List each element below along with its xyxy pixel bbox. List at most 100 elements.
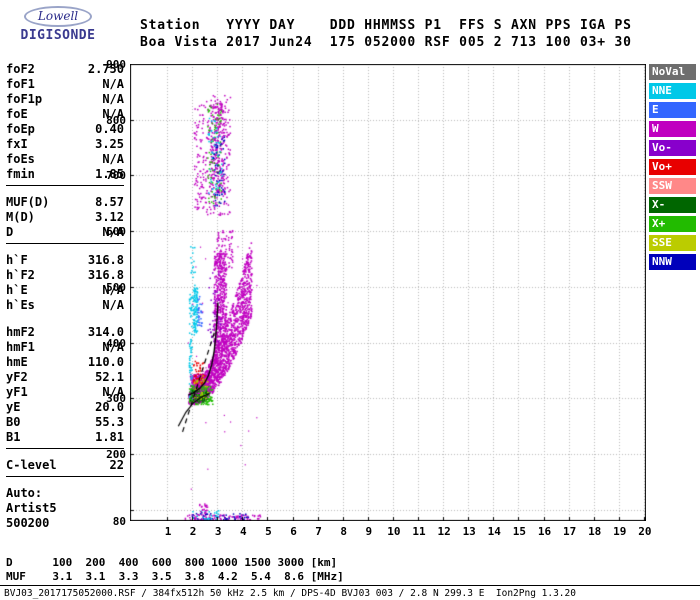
legend-item-nnw: NNW	[649, 254, 696, 270]
param-value: N/A	[102, 77, 124, 91]
param-row: M(D) 3.12	[6, 210, 124, 225]
param-label: C-level	[6, 458, 57, 472]
param-row: h`Es N/A	[6, 298, 124, 313]
param-value: 316.8	[87, 253, 124, 267]
lowell-logo-ellipse: Lowell	[23, 6, 93, 27]
legend-item-vo: Vo-	[649, 140, 696, 156]
param-value: 110.0	[87, 355, 124, 369]
param-row: foF2 2.750	[6, 62, 124, 77]
y-axis-label: 800	[106, 113, 126, 127]
param-value: 20.0	[95, 400, 124, 414]
x-axis-label: 10	[387, 525, 401, 538]
param-label: MUF(D)	[6, 195, 50, 209]
x-axis-label: 11	[412, 525, 426, 538]
x-axis-label: 2	[189, 525, 197, 538]
legend-item-w: W	[649, 121, 696, 137]
x-axis-label: 5	[265, 525, 272, 538]
param-value: 3.25	[95, 137, 124, 151]
param-row: h`E N/A	[6, 283, 124, 298]
param-value: N/A	[102, 283, 124, 297]
param-value: N/A	[102, 298, 124, 312]
param-label: M(D)	[6, 210, 35, 224]
lowell-digisonde-logo: Lowell DIGISONDE	[8, 5, 108, 43]
param-row: C-level 22	[6, 458, 124, 473]
param-value: 1.81	[95, 430, 124, 444]
param-label: B1	[6, 430, 21, 444]
param-group: MUF(D) 8.57 M(D) 3.12 D N/A	[6, 195, 124, 244]
param-label: h`Es	[6, 298, 35, 312]
param-row: h`F 316.8	[6, 253, 124, 268]
param-group: hmF2 314.0 hmF1 N/A hmE 110.0 yF2 52.1 yF1 N/A yE 2…	[6, 325, 124, 449]
param-value: 1.85	[95, 167, 124, 181]
x-axis-label: 15	[512, 525, 527, 538]
x-axis-label: 6	[290, 525, 297, 538]
param-row: foEp 0.40	[6, 122, 124, 137]
param-value: 52.1	[95, 370, 124, 384]
param-label: h`E	[6, 283, 28, 297]
param-row: Artist5	[6, 501, 124, 516]
param-value: 55.3	[95, 415, 124, 429]
param-label: h`F2	[6, 268, 35, 282]
x-axis-label: 14	[487, 525, 501, 538]
ionogram-canvas	[130, 64, 646, 521]
param-label: yF1	[6, 385, 28, 399]
legend-item-ssw: SSW	[649, 178, 696, 194]
status-line: BVJ03_2017175052000.RSF / 384fx512h 50 k…	[4, 588, 576, 599]
ionogram-plot	[130, 64, 646, 525]
param-row: Auto:	[6, 486, 124, 501]
y-axis-label: 700	[106, 169, 126, 183]
y-axis-label: 600	[106, 225, 126, 239]
legend-item-vo: Vo+	[649, 159, 696, 175]
param-row: h`F2 316.8	[6, 268, 124, 283]
param-row: yF1 N/A	[6, 385, 124, 400]
legend-item-x: X+	[649, 216, 696, 232]
x-axis-label: 8	[340, 525, 347, 538]
param-label: foEp	[6, 122, 35, 136]
y-axis-label: 900	[106, 58, 126, 71]
param-group: foF2 2.750 foF1 N/A foF1p N/A foE N/A foEp 0.40 fx…	[6, 62, 124, 186]
param-row: D N/A	[6, 225, 124, 240]
param-value: 316.8	[87, 268, 124, 282]
header-line-values: Boa Vista 2017 Jun24 175 052000 RSF 005 …	[140, 35, 632, 50]
param-value: 22	[109, 458, 124, 472]
separator-line	[0, 585, 700, 586]
legend-item-sse: SSE	[649, 235, 696, 251]
param-label: 500200	[6, 516, 50, 530]
param-row: fxI 3.25	[6, 137, 124, 152]
param-row: hmF1 N/A	[6, 340, 124, 355]
legend-item-x: X-	[649, 197, 696, 213]
y-axis-label: 200	[106, 448, 126, 462]
x-axis-label: 1	[164, 525, 172, 538]
param-group: h`F 316.8 h`F2 316.8 h`E N/A h`Es N/A	[6, 253, 124, 316]
param-row: foF1p N/A	[6, 92, 124, 107]
y-axis-label: 400	[106, 336, 126, 350]
param-value: 2.750	[87, 62, 124, 76]
legend-item-nne: NNE	[649, 83, 696, 99]
param-label: B0	[6, 415, 21, 429]
muf-table-distance-row: D 100 200 400 600 800 1000 1500 3000 [km…	[6, 556, 338, 569]
muf-table-muf-row: MUF 3.1 3.1 3.3 3.5 3.8 4.2 5.4 8.6 [MHz…	[6, 570, 344, 583]
param-label: foF2	[6, 62, 35, 76]
param-row: B1 1.81	[6, 430, 124, 445]
param-row: yE 20.0	[6, 400, 124, 415]
param-label: Artist5	[6, 501, 57, 515]
param-label: D	[6, 225, 14, 239]
x-axis-label: 13	[462, 525, 476, 538]
x-axis-label: 19	[613, 525, 627, 538]
param-label: foE	[6, 107, 28, 121]
x-axis-label: 4	[239, 525, 247, 538]
logo-text-lowell: Lowell	[37, 9, 79, 23]
param-group: Auto: Artist5 500200	[6, 486, 124, 534]
header-line-fields: Station YYYY DAY DDD HHMMSS P1 FFS S AXN…	[140, 18, 632, 33]
y-axis-label: 80	[112, 515, 126, 528]
param-value: 3.12	[95, 210, 124, 224]
x-axis-label: 3	[214, 525, 222, 538]
param-label: fmin	[6, 167, 35, 181]
param-label: foF1	[6, 77, 35, 91]
param-value: N/A	[102, 385, 124, 399]
legend-item-e: E	[649, 102, 696, 118]
doppler-legend: NoVal NNE E W Vo- Vo+ SSW X- X+ SSE NNW	[649, 64, 696, 273]
param-label: foEs	[6, 152, 35, 166]
param-label: Auto:	[6, 486, 43, 500]
